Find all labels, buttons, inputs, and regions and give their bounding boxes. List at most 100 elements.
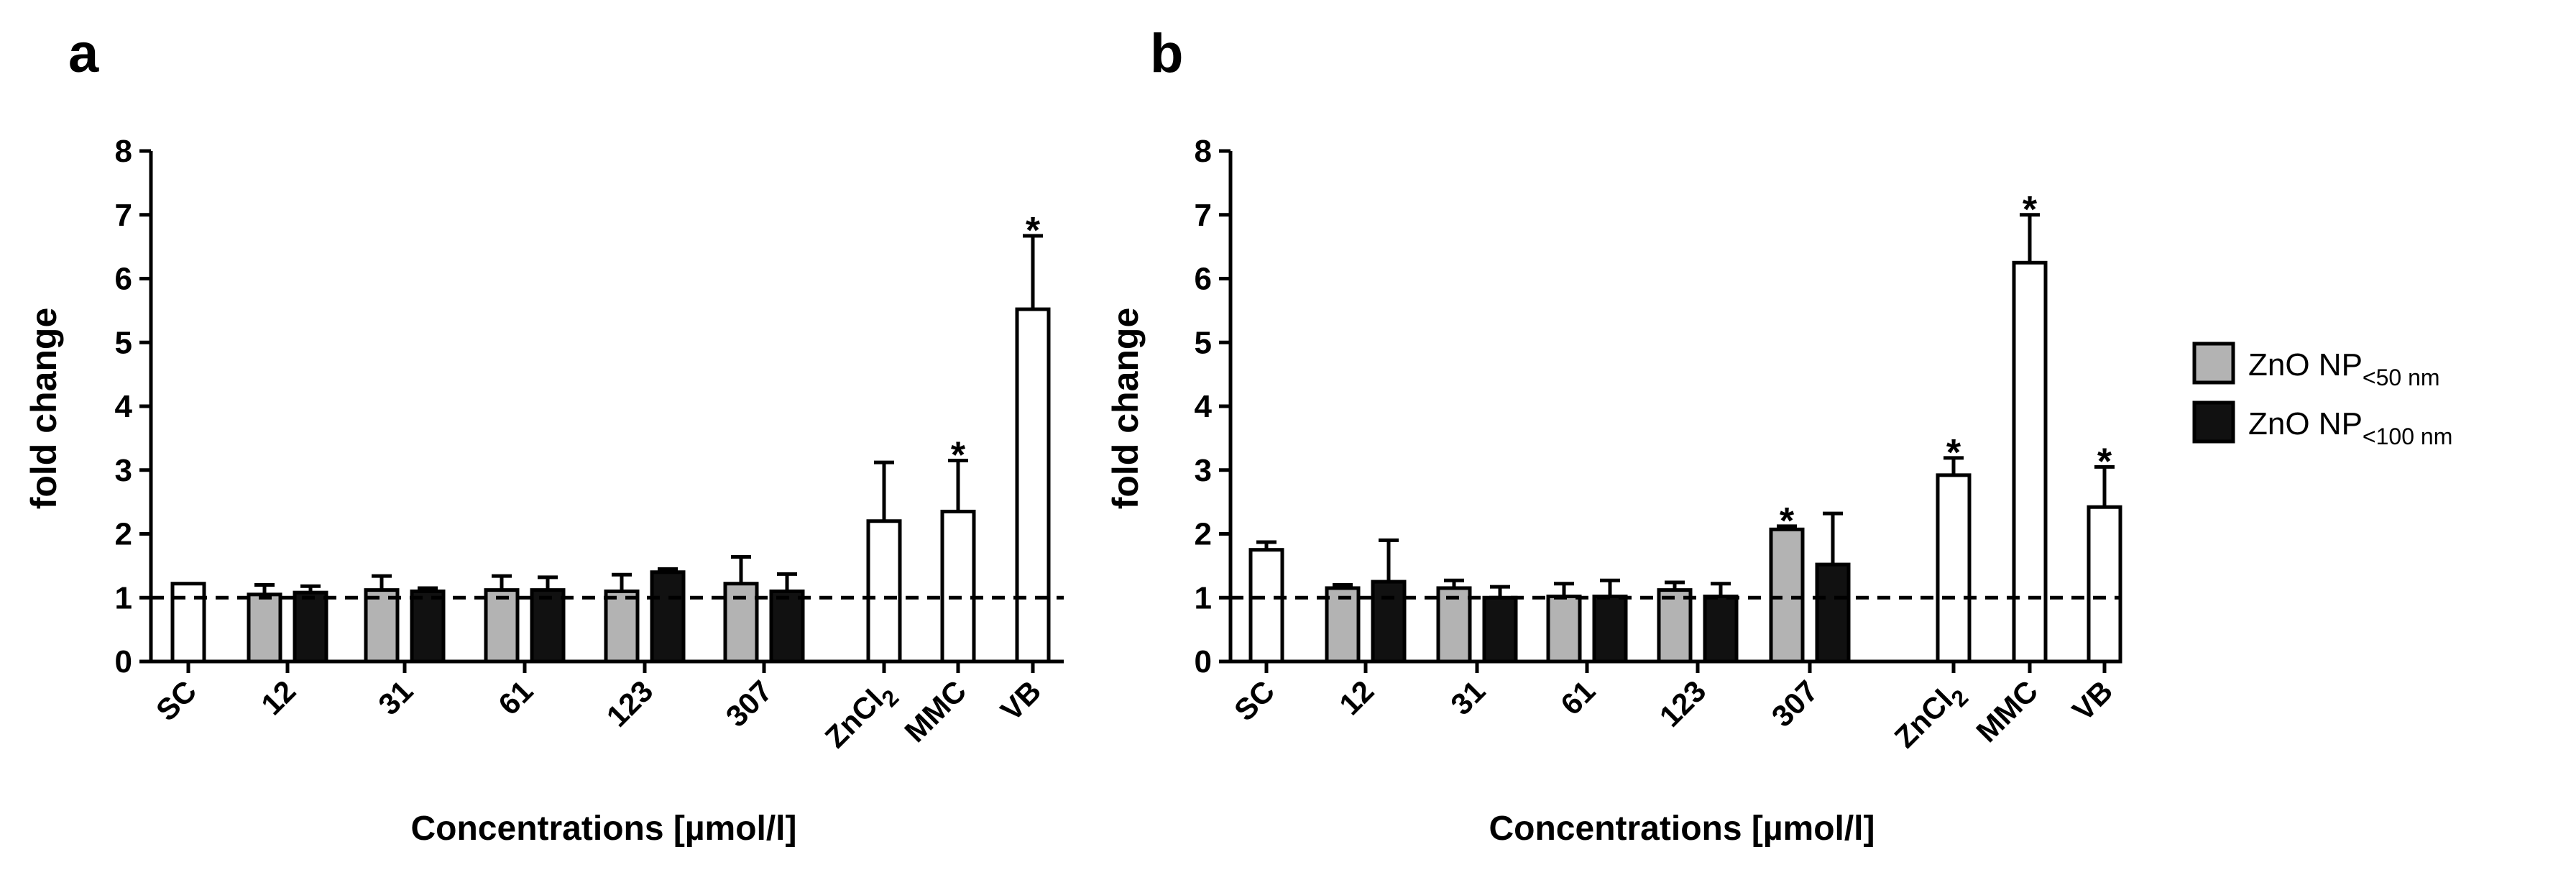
panel-b-bar-31-50nm [1436, 586, 1472, 664]
panel-b-y-tick-label: 6 [1195, 262, 1212, 297]
panel-a-x-tick-label: 123 [600, 674, 660, 733]
panel-b-y-tick-label: 0 [1195, 644, 1212, 679]
panel-b-y-tick-label: 2 [1195, 517, 1212, 552]
panel-a-bar-mmc-control [940, 509, 976, 664]
panel-b-bar-mmc-control-significance-star: * [2023, 189, 2038, 231]
panel-a-bar-123-100nm [650, 570, 686, 664]
panel-b-bar-zncl2-control [1936, 473, 1972, 664]
panel-a-x-tick-label: 12 [254, 674, 302, 721]
panel-b-x-tick-label-main: SC [1228, 674, 1282, 728]
legend-label-zno-100nm-sub: <100 nm [2363, 423, 2452, 449]
panel-b-x-tick-label: 12 [1333, 674, 1380, 721]
panel-a-x-tick-label: SC [150, 674, 203, 728]
panel-b-x-axis-label: Concentrations [µmol/l] [1489, 810, 1875, 848]
panel-a-x-tick-label: 31 [372, 674, 419, 721]
panel-b-bar-12-50nm [1325, 586, 1361, 664]
legend-label-zno-50nm-main: ZnO NP [2248, 347, 2363, 383]
panel-a-x-axis-label: Concentrations [µmol/l] [411, 810, 797, 848]
panel-a-y-tick-label: 8 [115, 134, 132, 169]
legend-swatch-zno-100nm [2192, 400, 2235, 444]
panel-b-x-tick-label: 61 [1554, 674, 1601, 721]
panel-b-bar-vb-control [2087, 505, 2122, 664]
panel-a-bar-31-100nm [410, 589, 446, 664]
panel-b-y-tick-label: 7 [1195, 198, 1212, 233]
panel-b-x-tick-label: MMC [1969, 674, 2044, 748]
panel-b-x-tick-label-main: 123 [1653, 674, 1713, 733]
legend-swatch-zno-50nm [2192, 342, 2235, 385]
panel-b-x-tick-label-main: 61 [1554, 674, 1601, 721]
panel-b-bar-123-50nm [1657, 588, 1693, 664]
legend-label-zno-100nm: ZnO NP<100 nm [2248, 406, 2452, 449]
panel-a-bar-12-100nm [293, 590, 328, 664]
panel-b-x-tick-label-main: MMC [1969, 674, 2044, 748]
panel-b-y-tick-label: 5 [1195, 325, 1212, 360]
panel-a-bar-sc-control [170, 582, 206, 664]
panel-b-bar-vb-control-significance-star: * [2097, 441, 2112, 482]
panel-a-bar-307-100nm [769, 589, 805, 664]
panel-b-y-tick-label: 3 [1195, 453, 1212, 488]
panel-b-x-tick-label: ZnCl2 [1888, 674, 1974, 759]
panel-b-bar-307-100nm [1815, 562, 1851, 664]
panel-a-bar-61-100nm [530, 588, 566, 664]
panel-a-x-tick-label-main: 12 [254, 674, 302, 721]
panel-b-bar-mmc-control [2012, 260, 2048, 664]
panel-a-y-tick-label: 5 [115, 325, 132, 360]
panel-a-x-tick-label: 61 [492, 674, 539, 721]
panel-b-x-tick-label: VB [2066, 674, 2120, 728]
panel-b-letter: b [1150, 23, 1183, 84]
panel-a-x-tick-label: MMC [898, 674, 972, 748]
panel-b-x-tick-label: 31 [1444, 674, 1491, 721]
legend-label-zno-50nm: ZnO NP<50 nm [2248, 347, 2440, 390]
panel-a-x-tick-label-main: VB [994, 674, 1048, 728]
panel-a-y-tick-label: 2 [115, 517, 132, 552]
panel-a-y-tick-label: 4 [115, 389, 133, 424]
panel-b-y-tick-label: 1 [1195, 580, 1212, 615]
panel-b-x-tick-label: SC [1228, 674, 1282, 728]
panel-b-y-tick-label: 8 [1195, 134, 1212, 169]
panel-b-x-tick-label-main: VB [2066, 674, 2120, 728]
panel-a-bar-vb-control [1015, 307, 1051, 664]
panel-a-bar-zncl2-control [866, 519, 902, 664]
panel-b-x-tick-label: 307 [1765, 674, 1825, 733]
panel-b-x-tick-label-main: 31 [1444, 674, 1491, 721]
panel-a-x-tick-label-main: MMC [898, 674, 972, 748]
panel-b-bar-123-100nm [1703, 594, 1739, 664]
panel-a-y-tick-label: 6 [115, 262, 132, 297]
panel-a-x-tick-label: ZnCl2 [819, 674, 904, 759]
panel-a-bar-mmc-control-significance-star: * [951, 434, 966, 476]
panel-a-letter: a [68, 23, 99, 84]
panel-a-x-tick-label: 307 [719, 674, 779, 733]
panel-b-y-tick-label: 4 [1195, 389, 1213, 424]
panel-a-bar-61-50nm [484, 588, 520, 664]
panel-a-y-tick-label: 1 [115, 580, 132, 615]
panel-a-bar-307-50nm [723, 582, 759, 664]
panel-b-bar-31-100nm [1482, 595, 1518, 664]
panel-a-y-tick-label: 0 [115, 644, 132, 679]
panel-b-x-tick-label: 123 [1653, 674, 1713, 733]
panel-b-bar-61-100nm [1592, 594, 1628, 664]
panel-b-y-axis-label: fold change [1105, 308, 1146, 510]
panel-a-y-tick-label: 3 [115, 453, 132, 488]
panel-b-bar-zncl2-control-significance-star: * [1946, 432, 1961, 474]
panel-a-x-tick-label-main: 61 [492, 674, 539, 721]
panel-a-x-tick-label-main: 307 [719, 674, 779, 733]
panel-b-x-tick-label-main: 307 [1765, 674, 1825, 733]
panel-a-y-tick-label: 7 [115, 198, 132, 233]
panel-a-x-tick-label-main: 31 [372, 674, 419, 721]
panel-b-bar-307-50nm [1769, 527, 1805, 664]
panel-a-x-tick-label-main: 123 [600, 674, 660, 733]
panel-a-bar-123-50nm [604, 589, 640, 664]
legend: ZnO NP<50 nm ZnO NP<100 nm [2192, 342, 2452, 449]
panel-b-x-tick-label-main: 12 [1333, 674, 1380, 721]
legend-label-zno-50nm-sub: <50 nm [2363, 365, 2440, 390]
panel-a-bar-vb-control-significance-star: * [1026, 210, 1041, 252]
panel-a-x-tick-label-main: SC [150, 674, 203, 728]
panel-a-bar-12-50nm [247, 592, 282, 664]
panel-b-bar-sc-control [1248, 548, 1284, 664]
panel-b-bar-12-100nm [1371, 580, 1407, 664]
panel-b-bar-61-50nm [1546, 594, 1582, 664]
panel-a-x-tick-label: VB [994, 674, 1048, 728]
